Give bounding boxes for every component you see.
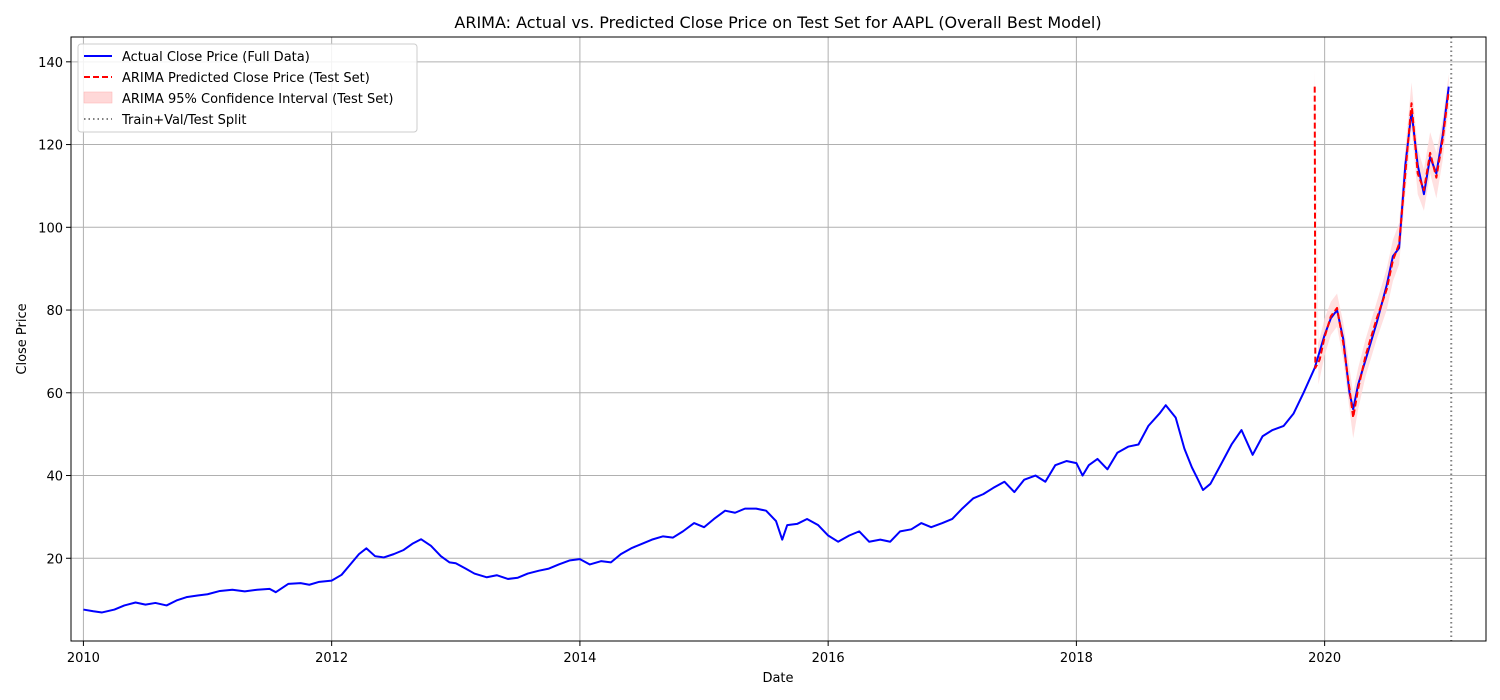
x-tick-label: 2014 bbox=[563, 651, 596, 666]
y-axis-ticks: 20 40 60 80 100 120 140 bbox=[38, 56, 71, 567]
legend-swatch-confidence bbox=[83, 91, 113, 104]
x-axis-ticks: 2010 2012 2014 2016 2018 2020 bbox=[67, 641, 1341, 666]
x-axis-label: Date bbox=[762, 671, 793, 686]
y-tick-label: 80 bbox=[46, 304, 63, 319]
x-tick-label: 2020 bbox=[1308, 651, 1341, 666]
y-axis-label: Close Price bbox=[15, 303, 30, 374]
confidence-band-layer bbox=[1314, 70, 1449, 439]
x-tick-label: 2016 bbox=[812, 651, 845, 666]
confidence-band bbox=[1314, 70, 1449, 439]
plot-frame bbox=[70, 36, 1487, 642]
chart-title: ARIMA: Actual vs. Predicted Close Price … bbox=[454, 13, 1101, 32]
y-tick-label: 120 bbox=[38, 139, 63, 154]
predicted-close-line bbox=[1313, 86, 1450, 419]
x-tick-label: 2012 bbox=[315, 651, 348, 666]
legend: Actual Close Price (Full Data) ARIMA Pre… bbox=[77, 43, 418, 133]
y-tick-label: 20 bbox=[46, 552, 63, 567]
series-layer bbox=[83, 37, 1453, 641]
x-tick-label: 2018 bbox=[1060, 651, 1093, 666]
legend-label-confidence: ARIMA 95% Confidence Interval (Test Set) bbox=[122, 92, 393, 107]
x-tick-label: 2010 bbox=[67, 651, 100, 666]
legend-label-split: Train+Val/Test Split bbox=[121, 113, 246, 128]
y-tick-label: 60 bbox=[46, 387, 63, 402]
y-tick-label: 40 bbox=[46, 470, 63, 485]
actual-close-line bbox=[83, 86, 1450, 614]
y-tick-label: 140 bbox=[38, 56, 63, 71]
legend-label-actual: Actual Close Price (Full Data) bbox=[122, 50, 310, 65]
legend-box bbox=[77, 43, 418, 133]
y-tick-label: 100 bbox=[38, 221, 63, 236]
grid-lines bbox=[71, 37, 1486, 641]
legend-label-predicted: ARIMA Predicted Close Price (Test Set) bbox=[122, 71, 370, 86]
